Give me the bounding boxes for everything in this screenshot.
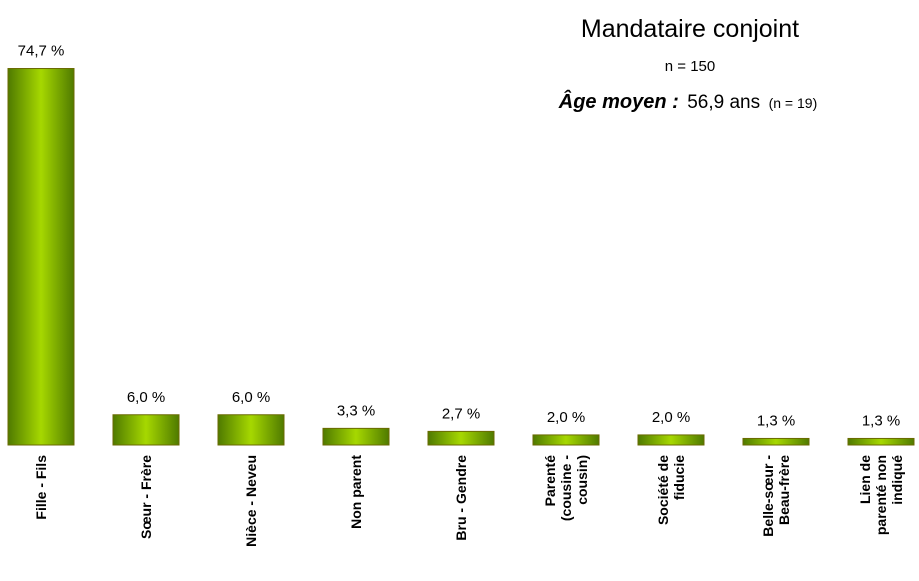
value-label: 74,7 %	[18, 43, 65, 60]
bar	[112, 414, 180, 446]
annotation-label: Âge moyen :	[558, 89, 679, 113]
value-label: 2,0 %	[652, 409, 690, 426]
bar	[322, 427, 390, 446]
x-tick-label: Bru - Gendre	[453, 455, 469, 541]
value-label: 2,0 %	[547, 409, 585, 426]
chart-subtitle: n = 150	[665, 58, 715, 75]
value-label: 1,3 %	[862, 412, 900, 429]
bar	[532, 434, 600, 446]
chart-title: Mandataire conjoint	[581, 15, 799, 43]
annotation-note: (n = 19)	[769, 95, 818, 111]
value-label: 2,7 %	[442, 405, 480, 422]
bar	[427, 430, 495, 446]
annotation: Âge moyen : 56,9 ans (n = 19)	[558, 89, 817, 113]
value-label: 6,0 %	[127, 389, 165, 406]
x-tick-label: Société defiducie	[655, 455, 687, 525]
x-tick-label: Nièce - Neveu	[243, 455, 259, 547]
bar	[217, 414, 285, 446]
x-tick-label: Lien deparenté nonindiqué	[857, 455, 905, 535]
x-tick-label: Sœur - Frère	[138, 455, 154, 539]
bar	[7, 68, 75, 446]
x-tick-label: Fille - Fils	[33, 455, 49, 520]
x-tick-label: Belle-sœur -Beau-frère	[760, 455, 792, 537]
bar	[847, 437, 915, 446]
x-tick-label: Non parent	[348, 455, 364, 529]
value-label: 6,0 %	[232, 389, 270, 406]
bar	[637, 434, 705, 446]
value-label: 3,3 %	[337, 402, 375, 419]
bar	[742, 437, 810, 446]
x-tick-label: Parenté(cousine -cousin)	[542, 455, 590, 521]
annotation-value: 56,9 ans	[687, 92, 760, 113]
value-label: 1,3 %	[757, 412, 795, 429]
